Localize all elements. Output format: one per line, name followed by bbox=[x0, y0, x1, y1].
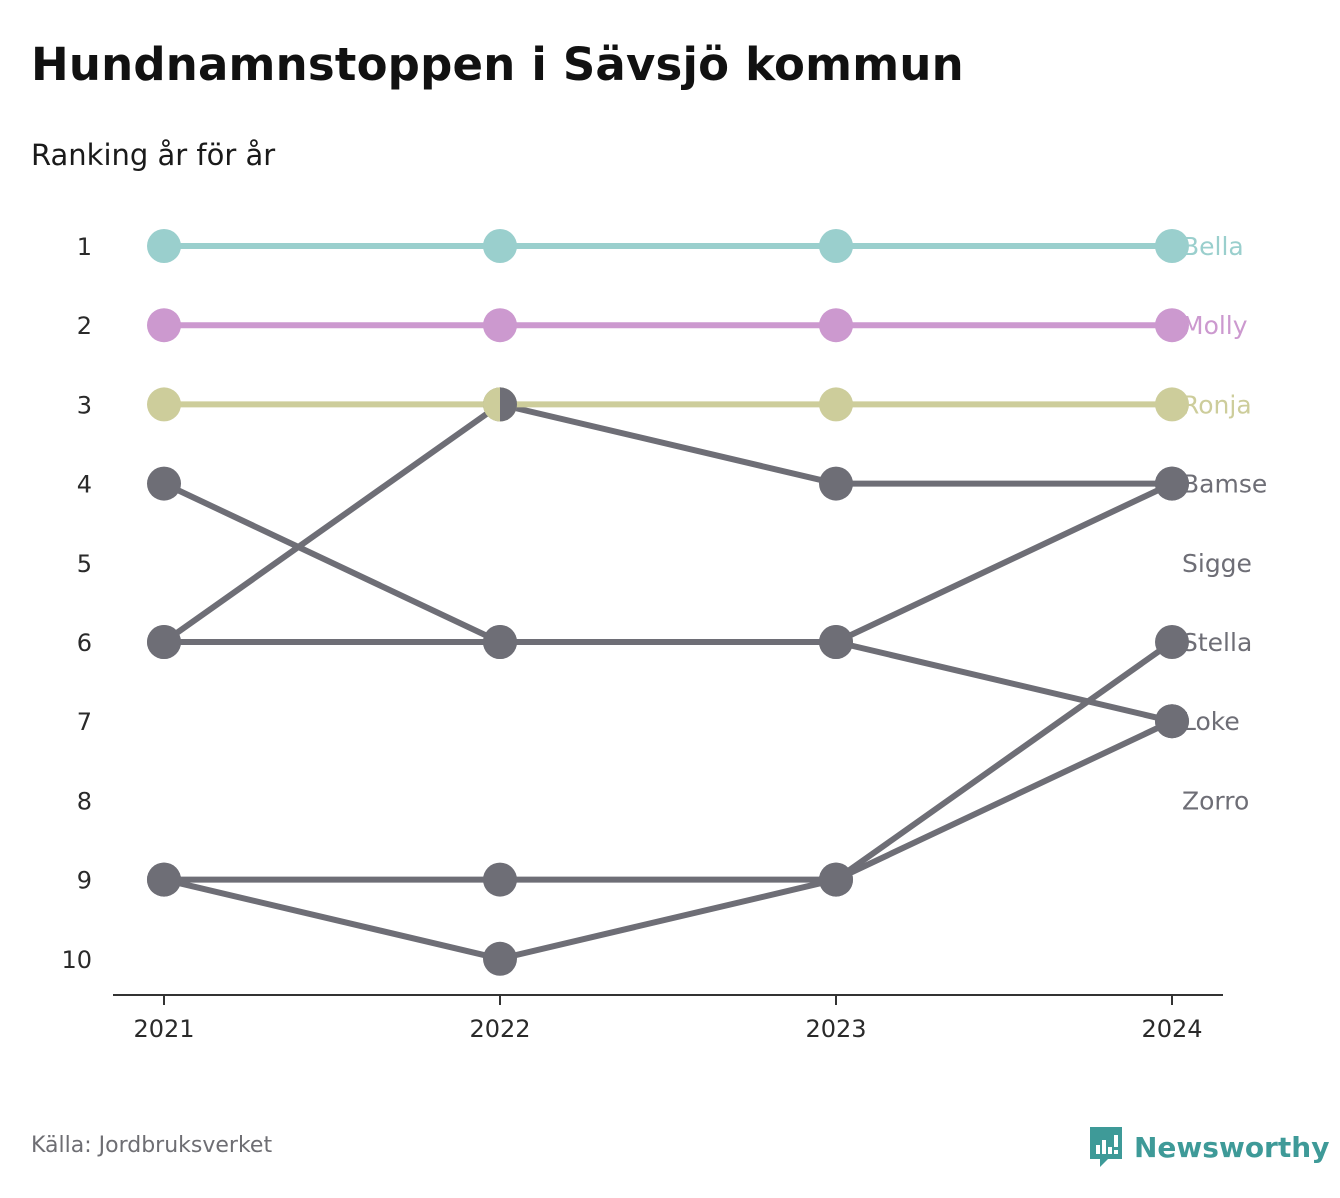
point-bella bbox=[1155, 229, 1189, 263]
point-sigge bbox=[1155, 466, 1189, 501]
point-bamse bbox=[819, 466, 853, 501]
point-molly bbox=[1155, 308, 1189, 343]
y-axis-ticks: 1 2 3 4 5 6 7 8 9 10 bbox=[61, 233, 92, 974]
point-sigge bbox=[147, 466, 181, 501]
point-loke bbox=[819, 625, 853, 659]
point-zorro bbox=[1155, 704, 1189, 739]
newsworthy-logo-icon bbox=[1090, 1127, 1122, 1167]
x-tick-label: 2023 bbox=[805, 1015, 866, 1043]
point-loke bbox=[483, 625, 517, 659]
end-label-molly: Molly bbox=[1182, 311, 1248, 340]
end-labels: Bella Molly Ronja Bamse Sigge Stella Loke Zorro bbox=[1182, 232, 1267, 815]
point-ronja bbox=[147, 387, 181, 422]
point-zorro bbox=[819, 862, 853, 897]
y-tick-label: 6 bbox=[77, 629, 92, 657]
point-ronja bbox=[819, 387, 853, 422]
y-tick-label: 2 bbox=[77, 312, 92, 340]
point-molly bbox=[819, 308, 853, 343]
bump-chart: 1 2 3 4 5 6 7 8 9 10 2021 2022 2023 2024 Bella Molly R… bbox=[61, 229, 1267, 1043]
y-tick-label: 9 bbox=[77, 867, 92, 895]
point-zorro bbox=[483, 862, 517, 897]
series-lines bbox=[161, 243, 1175, 962]
end-label-sigge: Sigge bbox=[1182, 549, 1252, 578]
end-label-bamse: Bamse bbox=[1182, 470, 1267, 499]
source-note: Källa: Jordbruksverket bbox=[31, 1133, 273, 1158]
series-line-stella bbox=[161, 639, 1175, 962]
point-bella bbox=[819, 229, 853, 263]
y-tick-label: 1 bbox=[77, 233, 92, 261]
series-line-bamse bbox=[161, 401, 1175, 645]
end-label-ronja: Ronja bbox=[1182, 390, 1252, 419]
point-stella bbox=[483, 941, 517, 976]
point-stella bbox=[1155, 625, 1189, 659]
y-tick-label: 8 bbox=[77, 787, 92, 815]
series-line-loke bbox=[161, 639, 1175, 725]
end-label-loke: Loke bbox=[1182, 707, 1240, 736]
point-molly bbox=[147, 308, 181, 343]
point-bella bbox=[483, 229, 517, 263]
point-loke bbox=[147, 625, 181, 659]
x-tick-label: 2021 bbox=[133, 1015, 194, 1043]
point-ronja bbox=[1155, 387, 1189, 422]
split-point-left-half bbox=[483, 387, 500, 422]
end-label-bella: Bella bbox=[1182, 232, 1244, 261]
y-tick-label: 10 bbox=[61, 946, 92, 974]
brand-name: Newsworthy bbox=[1134, 1130, 1330, 1164]
y-tick-label: 5 bbox=[77, 550, 92, 578]
split-point-right-half bbox=[500, 387, 517, 422]
chart-title: Hundnamnstoppen i Sävsjö kommun bbox=[31, 38, 964, 91]
brand-logo[interactable]: Newsworthy bbox=[1088, 1124, 1329, 1170]
y-tick-label: 4 bbox=[77, 471, 92, 499]
series-line-sigge bbox=[161, 480, 1175, 645]
y-tick-label: 3 bbox=[77, 391, 92, 419]
y-tick-label: 7 bbox=[77, 708, 92, 736]
series-line-zorro bbox=[161, 718, 1175, 883]
point-bella bbox=[147, 229, 181, 263]
x-tick-label: 2022 bbox=[469, 1015, 530, 1043]
point-zorro bbox=[147, 862, 181, 897]
x-axis: 2021 2022 2023 2024 bbox=[113, 994, 1223, 1043]
series-points bbox=[147, 229, 1189, 976]
end-label-zorro: Zorro bbox=[1182, 786, 1249, 815]
end-label-stella: Stella bbox=[1182, 628, 1252, 657]
point-molly bbox=[483, 308, 517, 343]
chart-subtitle: Ranking år för år bbox=[31, 138, 276, 172]
x-tick-label: 2024 bbox=[1141, 1015, 1202, 1043]
